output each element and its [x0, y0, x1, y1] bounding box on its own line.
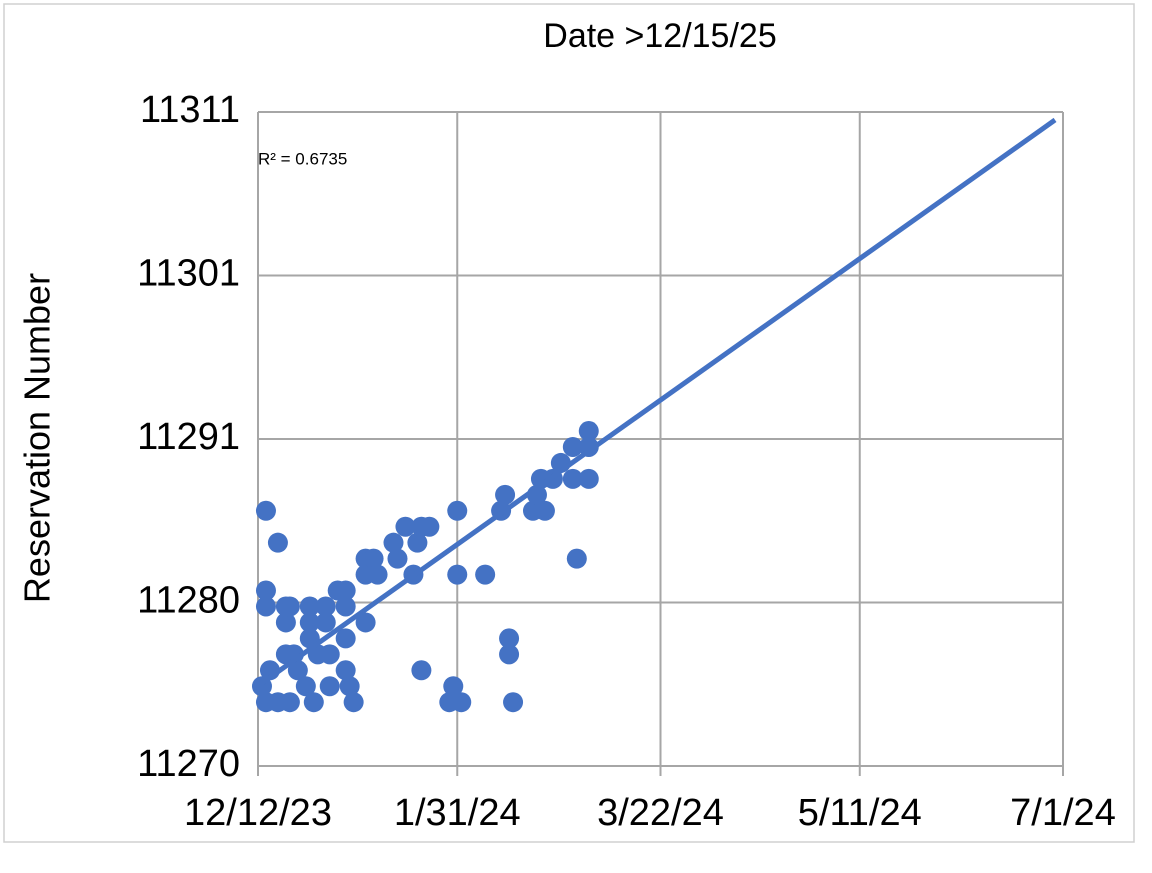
- y-tick-label: 11280: [137, 580, 240, 622]
- point: [315, 612, 336, 633]
- point: [295, 676, 316, 697]
- x-tick-label: 1/31/24: [394, 792, 521, 834]
- x-tick-label: 7/1/24: [1010, 792, 1116, 834]
- point: [562, 436, 583, 457]
- point: [339, 676, 360, 697]
- trendline: [260, 117, 1057, 686]
- point: [578, 421, 599, 442]
- point: [578, 468, 599, 489]
- point: [287, 660, 308, 681]
- point: [255, 580, 276, 601]
- point: [566, 548, 587, 569]
- point: [499, 644, 520, 665]
- point: [475, 564, 496, 585]
- point: [419, 516, 440, 537]
- point: [299, 596, 320, 617]
- point: [387, 548, 408, 569]
- point: [383, 532, 404, 553]
- chart-title: Date >12/15/25: [543, 17, 776, 55]
- y-tick-label: 11301: [137, 253, 240, 295]
- x-tick-label: 3/22/24: [597, 792, 724, 834]
- x-tick-label: 12/12/23: [184, 792, 332, 834]
- point: [335, 628, 356, 649]
- point: [447, 500, 468, 521]
- point: [367, 564, 388, 585]
- point: [255, 500, 276, 521]
- point: [267, 532, 288, 553]
- point: [411, 660, 432, 681]
- point: [407, 532, 428, 553]
- y-axis-title: Reservation Number: [17, 273, 58, 603]
- point: [299, 612, 320, 633]
- point: [495, 484, 516, 505]
- point: [335, 660, 356, 681]
- point: [275, 612, 296, 633]
- point: [279, 596, 300, 617]
- point: [363, 548, 384, 569]
- point: [355, 612, 376, 633]
- point: [335, 580, 356, 601]
- chart-border: [3, 3, 1135, 843]
- point: [255, 596, 276, 617]
- point: [319, 676, 340, 697]
- point: [499, 628, 520, 649]
- point: [443, 676, 464, 697]
- y-tick-label: 11311: [140, 89, 240, 131]
- point: [503, 692, 524, 713]
- point: [315, 596, 336, 617]
- point: [447, 564, 468, 585]
- point: [562, 468, 583, 489]
- y-tick-label: 11291: [137, 416, 240, 458]
- point: [451, 692, 472, 713]
- point: [335, 596, 356, 617]
- x-tick-label: 5/11/24: [798, 792, 922, 834]
- point: [534, 500, 555, 521]
- annotation: R² = 0.6735: [258, 149, 347, 168]
- point: [343, 692, 364, 713]
- y-tick-label: 11270: [137, 743, 240, 785]
- point: [395, 516, 416, 537]
- point: [303, 692, 324, 713]
- point: [319, 644, 340, 665]
- point: [267, 692, 288, 713]
